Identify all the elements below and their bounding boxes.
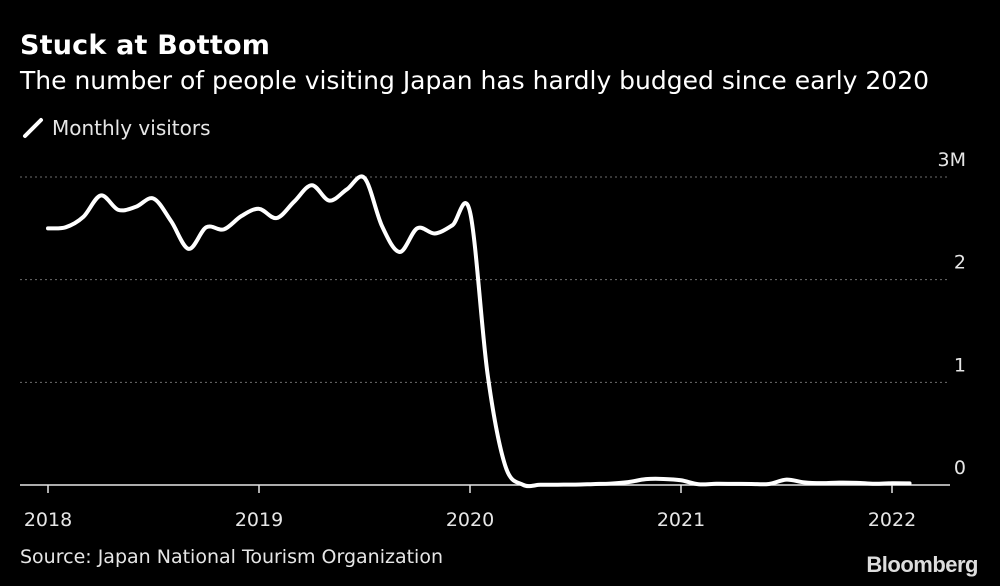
data-point — [468, 210, 472, 214]
data-point — [204, 225, 208, 229]
y-tick-label: 0 — [954, 457, 966, 479]
data-point — [626, 480, 630, 484]
data-point — [714, 482, 718, 486]
data-point — [81, 215, 85, 219]
data-point — [134, 205, 138, 209]
data-point — [187, 247, 191, 251]
data-point — [239, 214, 243, 218]
data-point — [310, 183, 314, 187]
data-point — [345, 187, 349, 191]
data-point — [644, 477, 648, 481]
data-point — [169, 219, 173, 223]
y-tick-label: 1 — [954, 354, 966, 376]
data-point — [363, 176, 367, 180]
source-note: Source: Japan National Tourism Organizat… — [20, 546, 443, 568]
series-line-monthly-visitors — [46, 174, 912, 489]
x-tick-label: 2021 — [657, 509, 705, 531]
x-tick-label: 2020 — [446, 509, 494, 531]
data-point — [275, 216, 279, 220]
data-point — [257, 207, 261, 211]
data-point — [327, 199, 331, 203]
data-point — [99, 193, 103, 197]
data-point — [661, 477, 665, 481]
data-point — [521, 483, 525, 487]
data-point — [292, 200, 296, 204]
data-point — [380, 224, 384, 228]
data-point — [116, 208, 120, 212]
data-point — [486, 372, 490, 376]
data-point — [872, 482, 876, 486]
data-point — [433, 231, 437, 235]
data-point — [152, 197, 156, 201]
data-point — [222, 227, 226, 231]
data-point — [450, 223, 454, 227]
data-point — [679, 478, 683, 482]
data-point — [398, 250, 402, 254]
chart-title: Stuck at Bottom — [20, 30, 271, 61]
data-point — [837, 481, 841, 485]
data-point — [609, 482, 613, 486]
data-point — [64, 225, 68, 229]
data-point — [46, 226, 50, 230]
data-point — [767, 482, 771, 486]
data-point — [697, 482, 701, 486]
bloomberg-logo: Bloomberg — [866, 552, 978, 577]
data-point — [749, 482, 753, 486]
data-point — [556, 483, 560, 487]
x-tick-label: 2018 — [24, 509, 72, 531]
data-point — [538, 483, 542, 487]
chart-subtitle: The number of people visiting Japan has … — [20, 66, 930, 95]
data-point — [890, 481, 894, 485]
data-point — [785, 478, 789, 482]
x-tick-label: 2019 — [235, 509, 283, 531]
y-tick-label: 3M — [938, 149, 966, 171]
data-point — [908, 481, 912, 485]
data-point — [415, 226, 419, 230]
legend-label: Monthly visitors — [52, 116, 211, 140]
data-point — [855, 481, 859, 485]
data-point — [503, 463, 507, 467]
data-point — [820, 481, 824, 485]
data-point — [574, 483, 578, 487]
data-point — [732, 482, 736, 486]
legend: Monthly visitors — [22, 116, 211, 140]
data-point — [591, 482, 595, 486]
y-tick-label: 2 — [954, 252, 966, 274]
x-tick-label: 2022 — [868, 509, 916, 531]
data-point — [802, 480, 806, 484]
legend-line-swatch-icon — [23, 118, 43, 138]
